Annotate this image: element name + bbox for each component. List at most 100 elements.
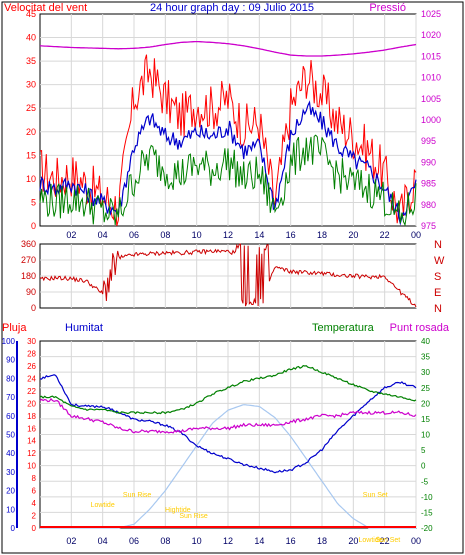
temperature-y-tick: -5 bbox=[421, 477, 429, 486]
pressure-y-tick: 990 bbox=[421, 157, 436, 167]
pressure-y-tick: 1000 bbox=[421, 115, 441, 125]
temperature-y-tick: 5 bbox=[421, 446, 426, 455]
panel3-x-tick: 08 bbox=[160, 536, 170, 546]
rain-y-tick: 22 bbox=[27, 387, 36, 396]
temperature-y-tick: 35 bbox=[421, 353, 430, 362]
panel1-x-tick: 04 bbox=[98, 230, 108, 240]
humidity-y-tick: 20 bbox=[6, 487, 15, 496]
wind-y-tick: 40 bbox=[26, 33, 36, 43]
rain-y-tick: 20 bbox=[27, 399, 36, 408]
humidity-y-tick: 60 bbox=[6, 412, 15, 421]
pressure-label: Pressió bbox=[369, 2, 406, 14]
annotation-label: Sun Set bbox=[375, 537, 400, 544]
compass-label: N bbox=[434, 239, 442, 251]
wind-series-line bbox=[39, 134, 417, 227]
panel1-x-tick: 20 bbox=[348, 230, 358, 240]
wind-pressure-panel: 02 04 06 08 10 12 14 16 18 20 22 000510152025303540… bbox=[26, 9, 441, 240]
rain-y-tick: 30 bbox=[27, 337, 36, 346]
humidity-y-tick: 100 bbox=[2, 337, 16, 346]
humidity-y-tick: 50 bbox=[6, 431, 15, 440]
rain-y-tick: 8 bbox=[32, 474, 37, 483]
temperature-y-tick: 10 bbox=[421, 431, 430, 440]
wind-y-tick: 20 bbox=[26, 127, 36, 137]
humidity-y-tick: 30 bbox=[6, 468, 15, 477]
wind-y-tick: 30 bbox=[26, 80, 36, 90]
panel1-x-tick: 18 bbox=[317, 230, 327, 240]
panel1-x-tick: 00 bbox=[411, 230, 421, 240]
temperature-series-line bbox=[39, 365, 417, 415]
panel3-x-tick: 02 bbox=[66, 536, 76, 546]
humidity-y-tick: 70 bbox=[6, 393, 15, 402]
rain-y-tick: 24 bbox=[27, 374, 36, 383]
rain-y-tick: 12 bbox=[27, 449, 36, 458]
panel1-x-tick: 08 bbox=[160, 230, 170, 240]
compass-label: E bbox=[434, 287, 441, 299]
pressure-y-tick: 1005 bbox=[421, 94, 441, 104]
temperature-y-tick: 40 bbox=[421, 337, 430, 346]
annotation-label: Lowtide bbox=[91, 502, 115, 509]
direction-y-tick: 360 bbox=[21, 239, 36, 249]
annotation-label: Sun Rise bbox=[123, 492, 152, 499]
direction-y-tick: 180 bbox=[21, 271, 36, 281]
temperature-y-tick: -15 bbox=[421, 508, 433, 517]
panel3-x-tick: 14 bbox=[254, 536, 264, 546]
panel3-x-tick: 00 bbox=[411, 536, 421, 546]
pressure-y-tick: 985 bbox=[421, 179, 436, 189]
temperature-label: Temperatura bbox=[312, 322, 375, 334]
pressure-y-tick: 1020 bbox=[421, 30, 441, 40]
temperature-y-tick: -20 bbox=[421, 524, 433, 533]
temperature-y-tick: 25 bbox=[421, 384, 430, 393]
humidity-temperature-panel: 02 04 06 08 10 12 14 16 18 20 22 000102030405060708… bbox=[2, 337, 433, 546]
temperature-y-tick: -10 bbox=[421, 493, 433, 502]
rain-y-tick: 14 bbox=[27, 437, 36, 446]
wind-y-tick: 45 bbox=[26, 9, 36, 19]
compass-label: N bbox=[434, 303, 442, 315]
panel1-x-tick: 22 bbox=[380, 230, 390, 240]
pressure-y-tick: 995 bbox=[421, 136, 436, 146]
wind-speed-label: Velocitat del vent bbox=[4, 2, 87, 14]
humidity-series-line bbox=[39, 374, 417, 474]
rain-y-tick: 10 bbox=[27, 462, 36, 471]
panel3-x-tick: 12 bbox=[223, 536, 233, 546]
rain-label: Pluja bbox=[2, 322, 27, 334]
wind-y-tick: 5 bbox=[31, 197, 36, 207]
rain-y-tick: 18 bbox=[27, 412, 36, 421]
humidity-y-tick: 10 bbox=[6, 505, 15, 514]
panel1-x-tick: 10 bbox=[192, 230, 202, 240]
direction-series-line bbox=[39, 243, 417, 308]
annotation-label: Sun Rise bbox=[179, 513, 208, 520]
wind-y-tick: 0 bbox=[31, 221, 36, 231]
rain-y-tick: 16 bbox=[27, 424, 36, 433]
dewpoint-label: Punt rosada bbox=[390, 322, 450, 334]
pressure-y-tick: 980 bbox=[421, 200, 436, 210]
annotation-label: Hightide bbox=[165, 507, 191, 514]
panel3-x-tick: 10 bbox=[192, 536, 202, 546]
panel1-x-tick: 06 bbox=[129, 230, 139, 240]
annotation-label: Sun Set bbox=[363, 492, 388, 499]
panel3-x-tick: 16 bbox=[286, 536, 296, 546]
direction-y-tick: 0 bbox=[31, 303, 36, 313]
direction-y-tick: 270 bbox=[21, 255, 36, 265]
temperature-y-tick: 0 bbox=[421, 462, 426, 471]
wind-y-tick: 25 bbox=[26, 103, 36, 113]
panel3-x-tick: 06 bbox=[129, 536, 139, 546]
temperature-y-tick: 20 bbox=[421, 399, 430, 408]
temperature-y-tick: 15 bbox=[421, 415, 430, 424]
panel3-x-tick: 04 bbox=[98, 536, 108, 546]
rain-y-tick: 0 bbox=[32, 524, 37, 533]
direction-y-tick: 90 bbox=[26, 287, 36, 297]
humidity-label: Humitat bbox=[65, 322, 103, 334]
panel1-x-tick: 16 bbox=[286, 230, 296, 240]
humidity-y-tick: 40 bbox=[6, 449, 15, 458]
panel1-x-tick: 02 bbox=[66, 230, 76, 240]
rain-y-tick: 28 bbox=[27, 349, 36, 358]
wind-y-tick: 10 bbox=[26, 174, 36, 184]
humidity-y-tick: 80 bbox=[6, 374, 15, 383]
temperature-y-tick: 30 bbox=[421, 368, 430, 377]
annotation-label: Lowtide bbox=[358, 537, 382, 544]
panel1-x-tick: 14 bbox=[254, 230, 264, 240]
pressure-y-tick: 1025 bbox=[421, 9, 441, 19]
rain-y-tick: 6 bbox=[32, 487, 37, 496]
